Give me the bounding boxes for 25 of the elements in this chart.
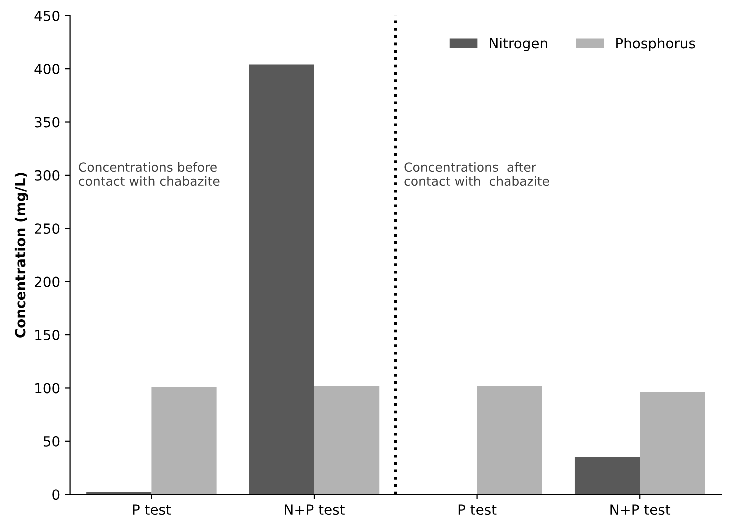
y-tick-label: 150 <box>36 330 60 341</box>
y-tick-label: 100 <box>36 383 60 394</box>
bar <box>640 392 706 495</box>
y-tick-label: 350 <box>35 117 60 128</box>
y-tick-label: 50 <box>44 436 60 447</box>
annotation: Concentrations after contact with chabazite <box>404 162 550 186</box>
annotation: Concentrations before contact with chabazite <box>79 162 220 186</box>
y-tick-label: 450 <box>34 10 60 22</box>
y-tick-label: 300 <box>35 170 60 181</box>
y-tick-label: 400 <box>34 64 60 75</box>
bar <box>574 457 640 495</box>
x-tick-label: P test <box>458 504 497 516</box>
y-axis-title: Concentration (mg/L) <box>14 173 29 338</box>
legend-label: Phosphorus <box>616 38 696 52</box>
y-tick-label: 250 <box>35 224 60 234</box>
bar <box>249 64 314 495</box>
y-tick-label: 0 <box>52 490 60 500</box>
x-tick-label: N+P test <box>610 504 671 516</box>
legend-label: Nitrogen <box>490 38 548 52</box>
bar <box>152 387 217 495</box>
bar <box>314 386 380 495</box>
bar <box>477 386 542 495</box>
x-tick-label: P test <box>133 504 172 516</box>
x-tick-label: N+P test <box>285 504 345 516</box>
y-tick-label: 200 <box>35 276 60 288</box>
